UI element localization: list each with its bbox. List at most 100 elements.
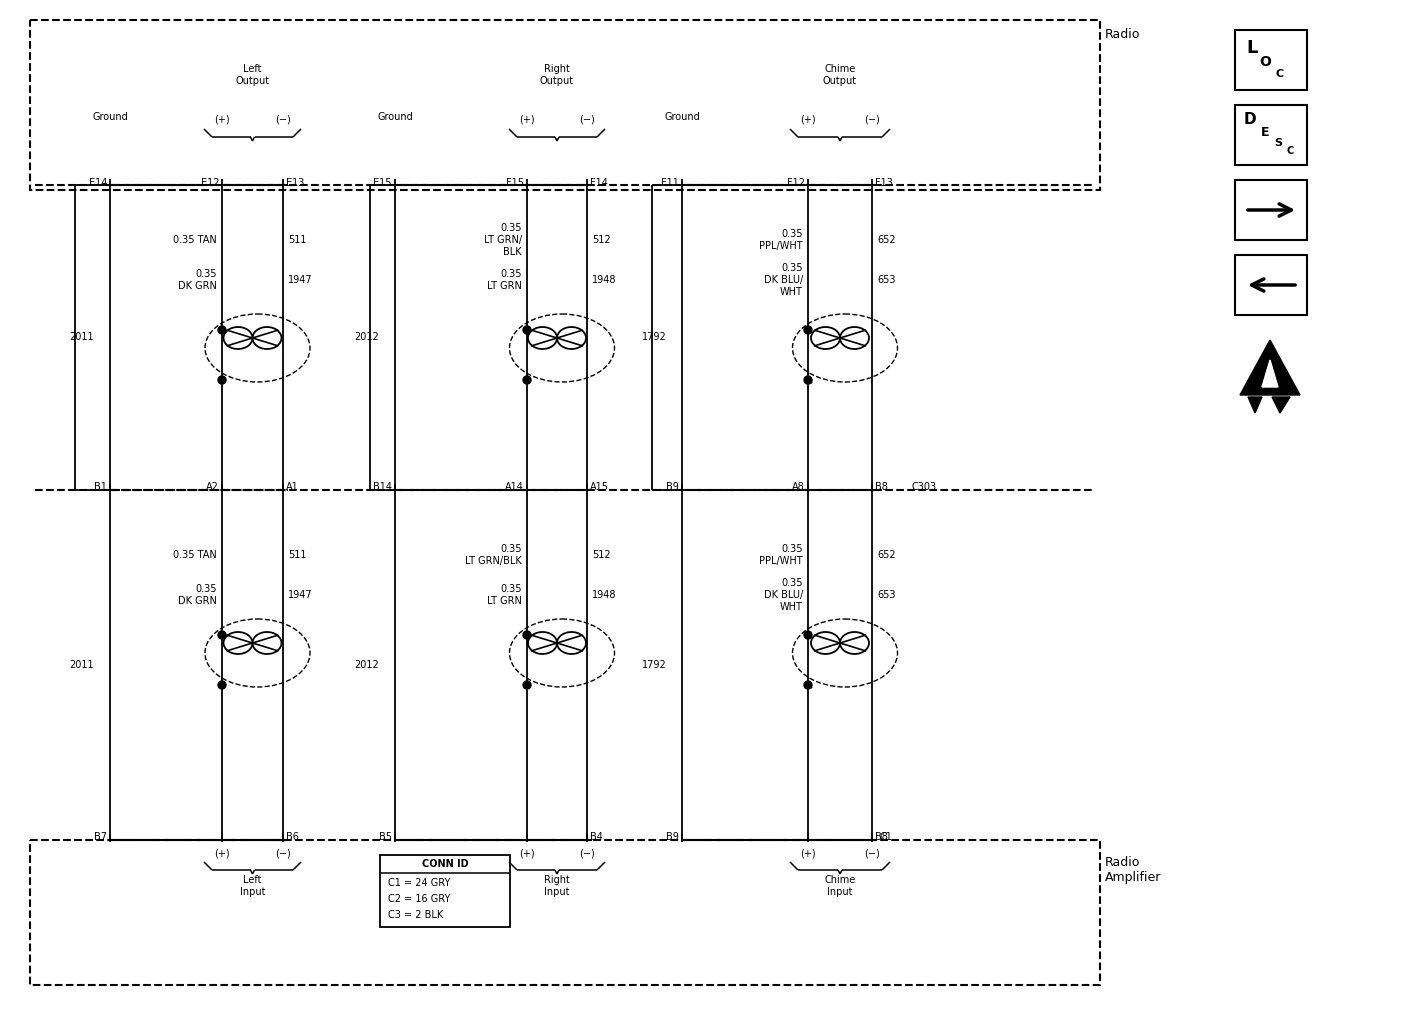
Text: Right
Output: Right Output [540,65,574,86]
Text: 2012: 2012 [355,660,379,670]
Polygon shape [1262,360,1277,387]
Text: 511: 511 [288,234,306,245]
Text: A15: A15 [590,482,609,492]
Text: A8: A8 [792,482,805,492]
Text: 0.35
DK BLU/
WHT: 0.35 DK BLU/ WHT [763,579,803,611]
Circle shape [523,326,531,334]
Text: 0.35
DK GRN: 0.35 DK GRN [178,269,216,291]
Circle shape [523,681,531,689]
Text: Chime
Output: Chime Output [823,65,857,86]
Text: 2011: 2011 [70,333,94,342]
Text: E: E [1260,127,1269,139]
Text: 0.35
PPL/WHT: 0.35 PPL/WHT [759,544,803,566]
Text: 0.35
LT GRN: 0.35 LT GRN [487,269,523,291]
Text: (−): (−) [275,115,290,125]
Text: 2011: 2011 [70,660,94,670]
Text: (+): (+) [520,848,535,858]
Bar [30,20,1099,190]
Text: E12: E12 [201,178,219,188]
Text: A2: A2 [206,482,219,492]
Text: F12: F12 [787,178,805,188]
Text: (−): (−) [864,848,880,858]
Text: E15: E15 [373,178,392,188]
Text: 0.35 TAN: 0.35 TAN [174,550,216,560]
Text: S: S [1274,138,1282,148]
Text: 0.35
PPL/WHT: 0.35 PPL/WHT [759,229,803,251]
Text: 1947: 1947 [288,275,313,285]
Circle shape [805,631,812,639]
Text: E14: E14 [88,178,107,188]
Text: 653: 653 [877,590,896,600]
Bar [1235,255,1307,315]
Text: 2012: 2012 [355,333,379,342]
Text: B8: B8 [874,831,889,842]
Text: CONN ID: CONN ID [422,859,468,869]
Circle shape [805,681,812,689]
Bar [380,855,510,927]
Text: (+): (+) [214,848,229,858]
Bar [30,840,1099,985]
Text: D: D [1243,113,1256,128]
Text: Right
Input: Right Input [544,876,570,897]
Bar [1235,30,1307,90]
Text: 653: 653 [877,275,896,285]
Text: (+): (+) [520,115,535,125]
Text: B14: B14 [373,482,392,492]
Text: B9: B9 [666,482,679,492]
Text: C2 = 16 GRY: C2 = 16 GRY [387,894,450,904]
Text: 652: 652 [877,550,896,560]
Text: Ground: Ground [93,112,128,122]
Text: F14: F14 [590,178,608,188]
Text: 652: 652 [877,234,896,245]
Text: 1948: 1948 [592,590,617,600]
Text: (−): (−) [580,115,595,125]
Text: A14: A14 [506,482,524,492]
Text: 1948: 1948 [592,275,617,285]
Text: (+): (+) [800,848,816,858]
Circle shape [218,681,226,689]
Text: O: O [1259,55,1272,69]
Circle shape [805,376,812,384]
Circle shape [218,326,226,334]
Text: B6: B6 [286,831,299,842]
Text: (+): (+) [800,115,816,125]
Text: Chime
Input: Chime Input [824,876,856,897]
Text: A1: A1 [286,482,299,492]
Text: B1: B1 [94,482,107,492]
Polygon shape [1240,340,1300,395]
Text: B5: B5 [379,831,392,842]
Polygon shape [1247,397,1262,413]
Text: 0.35
LT GRN/BLK: 0.35 LT GRN/BLK [466,544,523,566]
Circle shape [218,631,226,639]
Text: Ground: Ground [664,112,699,122]
Text: 512: 512 [592,234,611,245]
Text: 1792: 1792 [642,333,666,342]
Text: F15: F15 [506,178,524,188]
Text: C: C [1276,69,1284,79]
Circle shape [523,631,531,639]
Text: C3 = 2 BLK: C3 = 2 BLK [387,910,443,920]
Text: C1 = 24 GRY: C1 = 24 GRY [387,878,450,888]
Text: (−): (−) [580,848,595,858]
Text: B8: B8 [874,482,889,492]
Text: Ground: Ground [377,112,413,122]
Text: 0.35
LT GRN/
BLK: 0.35 LT GRN/ BLK [484,223,523,257]
Text: C1: C1 [880,831,893,842]
Text: 1792: 1792 [642,660,666,670]
Text: F11: F11 [661,178,679,188]
Bar [1235,180,1307,240]
Text: (−): (−) [864,115,880,125]
Text: B7: B7 [94,831,107,842]
Text: 0.35
DK GRN: 0.35 DK GRN [178,585,216,606]
Text: Radio
Amplifier: Radio Amplifier [1105,856,1162,884]
Text: Left
Output: Left Output [235,65,269,86]
Circle shape [523,376,531,384]
Text: L: L [1246,39,1257,57]
Text: Left
Input: Left Input [239,876,265,897]
Text: 1947: 1947 [288,590,313,600]
Circle shape [805,326,812,334]
Text: 511: 511 [288,550,306,560]
Text: B9: B9 [666,831,679,842]
Text: Radio: Radio [1105,29,1141,42]
Text: (+): (+) [214,115,229,125]
